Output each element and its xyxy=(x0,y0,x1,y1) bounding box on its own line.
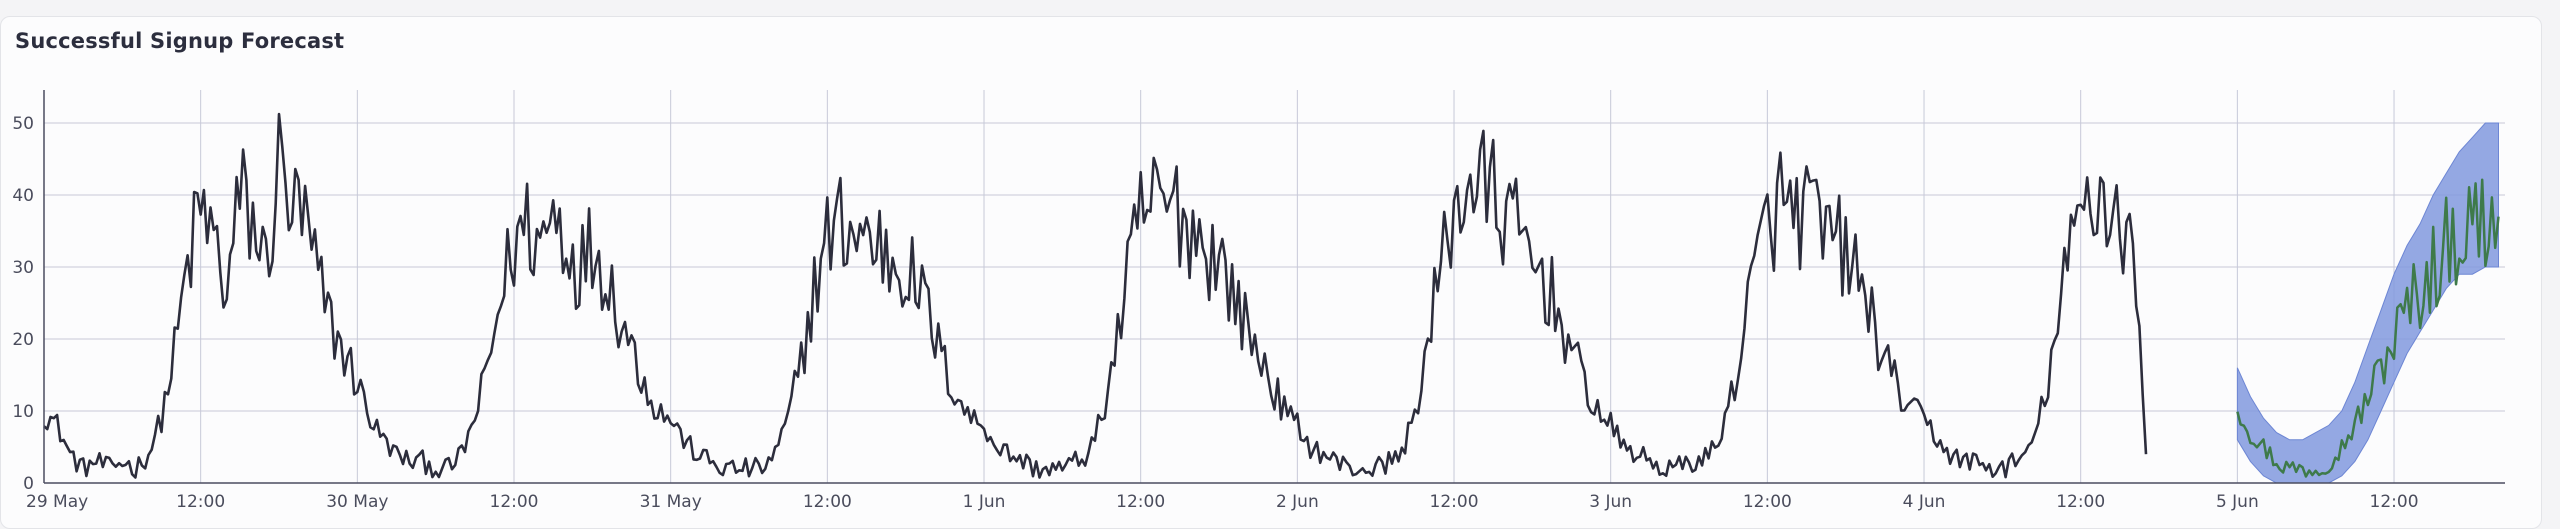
forecast-card: Successful Signup Forecast xyxy=(0,16,2542,529)
axes xyxy=(43,90,2505,484)
y-tick-label: 30 xyxy=(12,258,34,278)
x-tick-label: 12:00 xyxy=(2370,492,2419,512)
x-tick-label: 29 May xyxy=(26,492,88,512)
series-lines xyxy=(43,112,2500,479)
x-tick-label: 12:00 xyxy=(803,492,852,512)
y-tick-label: 40 xyxy=(12,186,34,206)
x-tick-label: 3 Jun xyxy=(1589,492,1632,512)
tick-labels: 0 10 20 30 40 50 29 May 12:00 30 May 12:00 31 May 1… xyxy=(12,114,2418,512)
x-tick-label: 12:00 xyxy=(2056,492,2105,512)
x-tick-label: 4 Jun xyxy=(1903,492,1946,512)
y-tick-label: 50 xyxy=(12,114,34,134)
forecast-confidence-band xyxy=(2236,122,2499,484)
x-tick-label: 12:00 xyxy=(1743,492,1792,512)
y-tick-label: 10 xyxy=(12,402,34,422)
chart-title: Successful Signup Forecast xyxy=(15,29,345,53)
y-tick-label: 0 xyxy=(23,474,34,494)
forecast-series-line xyxy=(2236,178,2500,478)
x-tick-label: 30 May xyxy=(326,492,388,512)
actual-series-line xyxy=(43,112,2148,479)
x-tick-label: 12:00 xyxy=(1430,492,1479,512)
x-tick-label: 5 Jun xyxy=(2216,492,2259,512)
x-tick-label: 12:00 xyxy=(1116,492,1165,512)
x-tick-label: 1 Jun xyxy=(963,492,1006,512)
x-tick-label: 2 Jun xyxy=(1276,492,1319,512)
forecast-band-layer xyxy=(2236,122,2499,484)
y-tick-label: 20 xyxy=(12,330,34,350)
x-tick-label: 12:00 xyxy=(176,492,225,512)
x-tick-label: 12:00 xyxy=(490,492,539,512)
x-tick-label: 31 May xyxy=(640,492,702,512)
